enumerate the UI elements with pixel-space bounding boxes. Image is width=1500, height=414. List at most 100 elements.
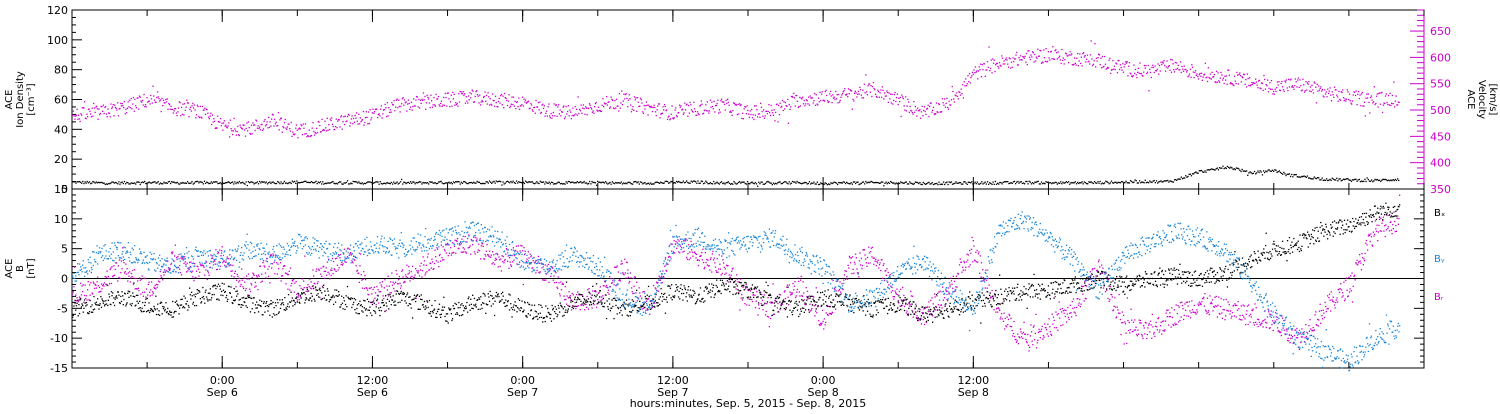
velocity-series-point (831, 102, 832, 103)
bz-series-point (520, 245, 521, 246)
bz-series-point (545, 264, 546, 265)
bz-series-point (193, 263, 194, 264)
velocity-series-point (975, 66, 976, 67)
bz-series-point (1221, 312, 1222, 313)
density-series-point (739, 181, 740, 182)
bz-series-point (592, 290, 593, 291)
bz-series-point (289, 271, 290, 272)
velocity-series-point (1371, 100, 1372, 101)
velocity-series-point (146, 97, 147, 98)
velocity-series-point (92, 108, 93, 109)
bz-series-point (305, 294, 306, 295)
bz-series-point (665, 258, 666, 259)
bz-series-point (1167, 309, 1168, 310)
velocity-series-point (652, 111, 653, 112)
density-series-point (967, 184, 968, 185)
velocity-series-point (686, 104, 687, 105)
bz-series-point (990, 297, 991, 298)
bz-series-point (1074, 307, 1075, 308)
density-series-point (780, 181, 781, 182)
bz-series-point (591, 298, 592, 299)
velocity-series-point (127, 108, 128, 109)
bz-series-point (474, 251, 475, 252)
density-series-point (162, 183, 163, 184)
bz-series-point (1180, 302, 1181, 303)
density-series-point (278, 182, 279, 183)
velocity-series-point (499, 103, 500, 104)
velocity-series-point (468, 95, 469, 96)
velocity-series-point (1394, 106, 1395, 107)
density-series-point (122, 182, 123, 183)
bz-series-point (616, 267, 617, 268)
velocity-series-point (1052, 46, 1053, 47)
bz-series-point (1122, 322, 1123, 323)
bz-series-point (123, 262, 124, 263)
density-series-point (755, 182, 756, 183)
velocity-series-point (1320, 88, 1321, 89)
velocity-series-point (929, 106, 930, 107)
density-series-point (532, 181, 533, 182)
bz-series-point (1254, 303, 1255, 304)
bz-series-point (297, 299, 298, 300)
bz-series-point (1243, 316, 1244, 317)
bz-series-point (496, 259, 497, 260)
velocity-series-point (1077, 53, 1078, 54)
velocity-series-point (539, 101, 540, 102)
density-series-point (409, 183, 410, 184)
velocity-series-point (318, 121, 319, 122)
density-series-point (511, 182, 512, 183)
bz-series-point (1176, 324, 1177, 325)
bz-series-point (1049, 326, 1050, 327)
velocity-series-point (317, 132, 318, 133)
density-series-point (1000, 182, 1001, 183)
bz-series-point (177, 256, 178, 257)
density-series-point (413, 182, 414, 183)
bz-series-point (660, 280, 661, 281)
bz-series-point (422, 270, 423, 271)
bz-series-point (1226, 299, 1227, 300)
bz-series-point (1079, 299, 1080, 300)
density-series-point (1311, 178, 1312, 179)
velocity-series-point (999, 62, 1000, 63)
bz-series-point (148, 282, 149, 283)
velocity-series-point (584, 108, 585, 109)
velocity-series-point (412, 110, 413, 111)
bz-series-point (877, 262, 878, 263)
velocity-series-point (479, 95, 480, 96)
bz-series-point (248, 273, 249, 274)
velocity-series-point (1135, 69, 1136, 70)
bz-series-point (885, 270, 886, 271)
bz-series-point (296, 281, 297, 282)
velocity-series-point (195, 117, 196, 118)
velocity-series-point (637, 97, 638, 98)
density-series-point (665, 181, 666, 182)
bz-series-point (874, 258, 875, 259)
density-series-point (1365, 181, 1366, 182)
velocity-series-point (1272, 89, 1273, 90)
velocity-series-point (1321, 90, 1322, 91)
velocity-series-point (234, 128, 235, 129)
bz-series-point (1146, 322, 1147, 323)
density-series-point (947, 184, 948, 185)
bz-series-point (868, 247, 869, 248)
velocity-series-point (1180, 61, 1181, 62)
bz-series-point (461, 252, 462, 253)
density-series-point (137, 181, 138, 182)
bz-series-point (719, 254, 720, 255)
velocity-series-point (952, 86, 953, 87)
bz-series-point (456, 241, 457, 242)
velocity-series-point (869, 83, 870, 84)
bz-series-point (1210, 303, 1211, 304)
bz-series-point (172, 252, 173, 253)
velocity-series-point (321, 119, 322, 120)
bz-series-point (1169, 312, 1170, 313)
velocity-series-point (994, 60, 995, 61)
velocity-series-point (864, 92, 865, 93)
velocity-series-point (444, 105, 445, 106)
bz-series-point (1099, 259, 1100, 260)
density-series-point (847, 183, 848, 184)
bz-series-point (954, 281, 955, 282)
bz-series-point (177, 259, 178, 260)
bz-series-point (347, 256, 348, 257)
bz-series-point (463, 247, 464, 248)
